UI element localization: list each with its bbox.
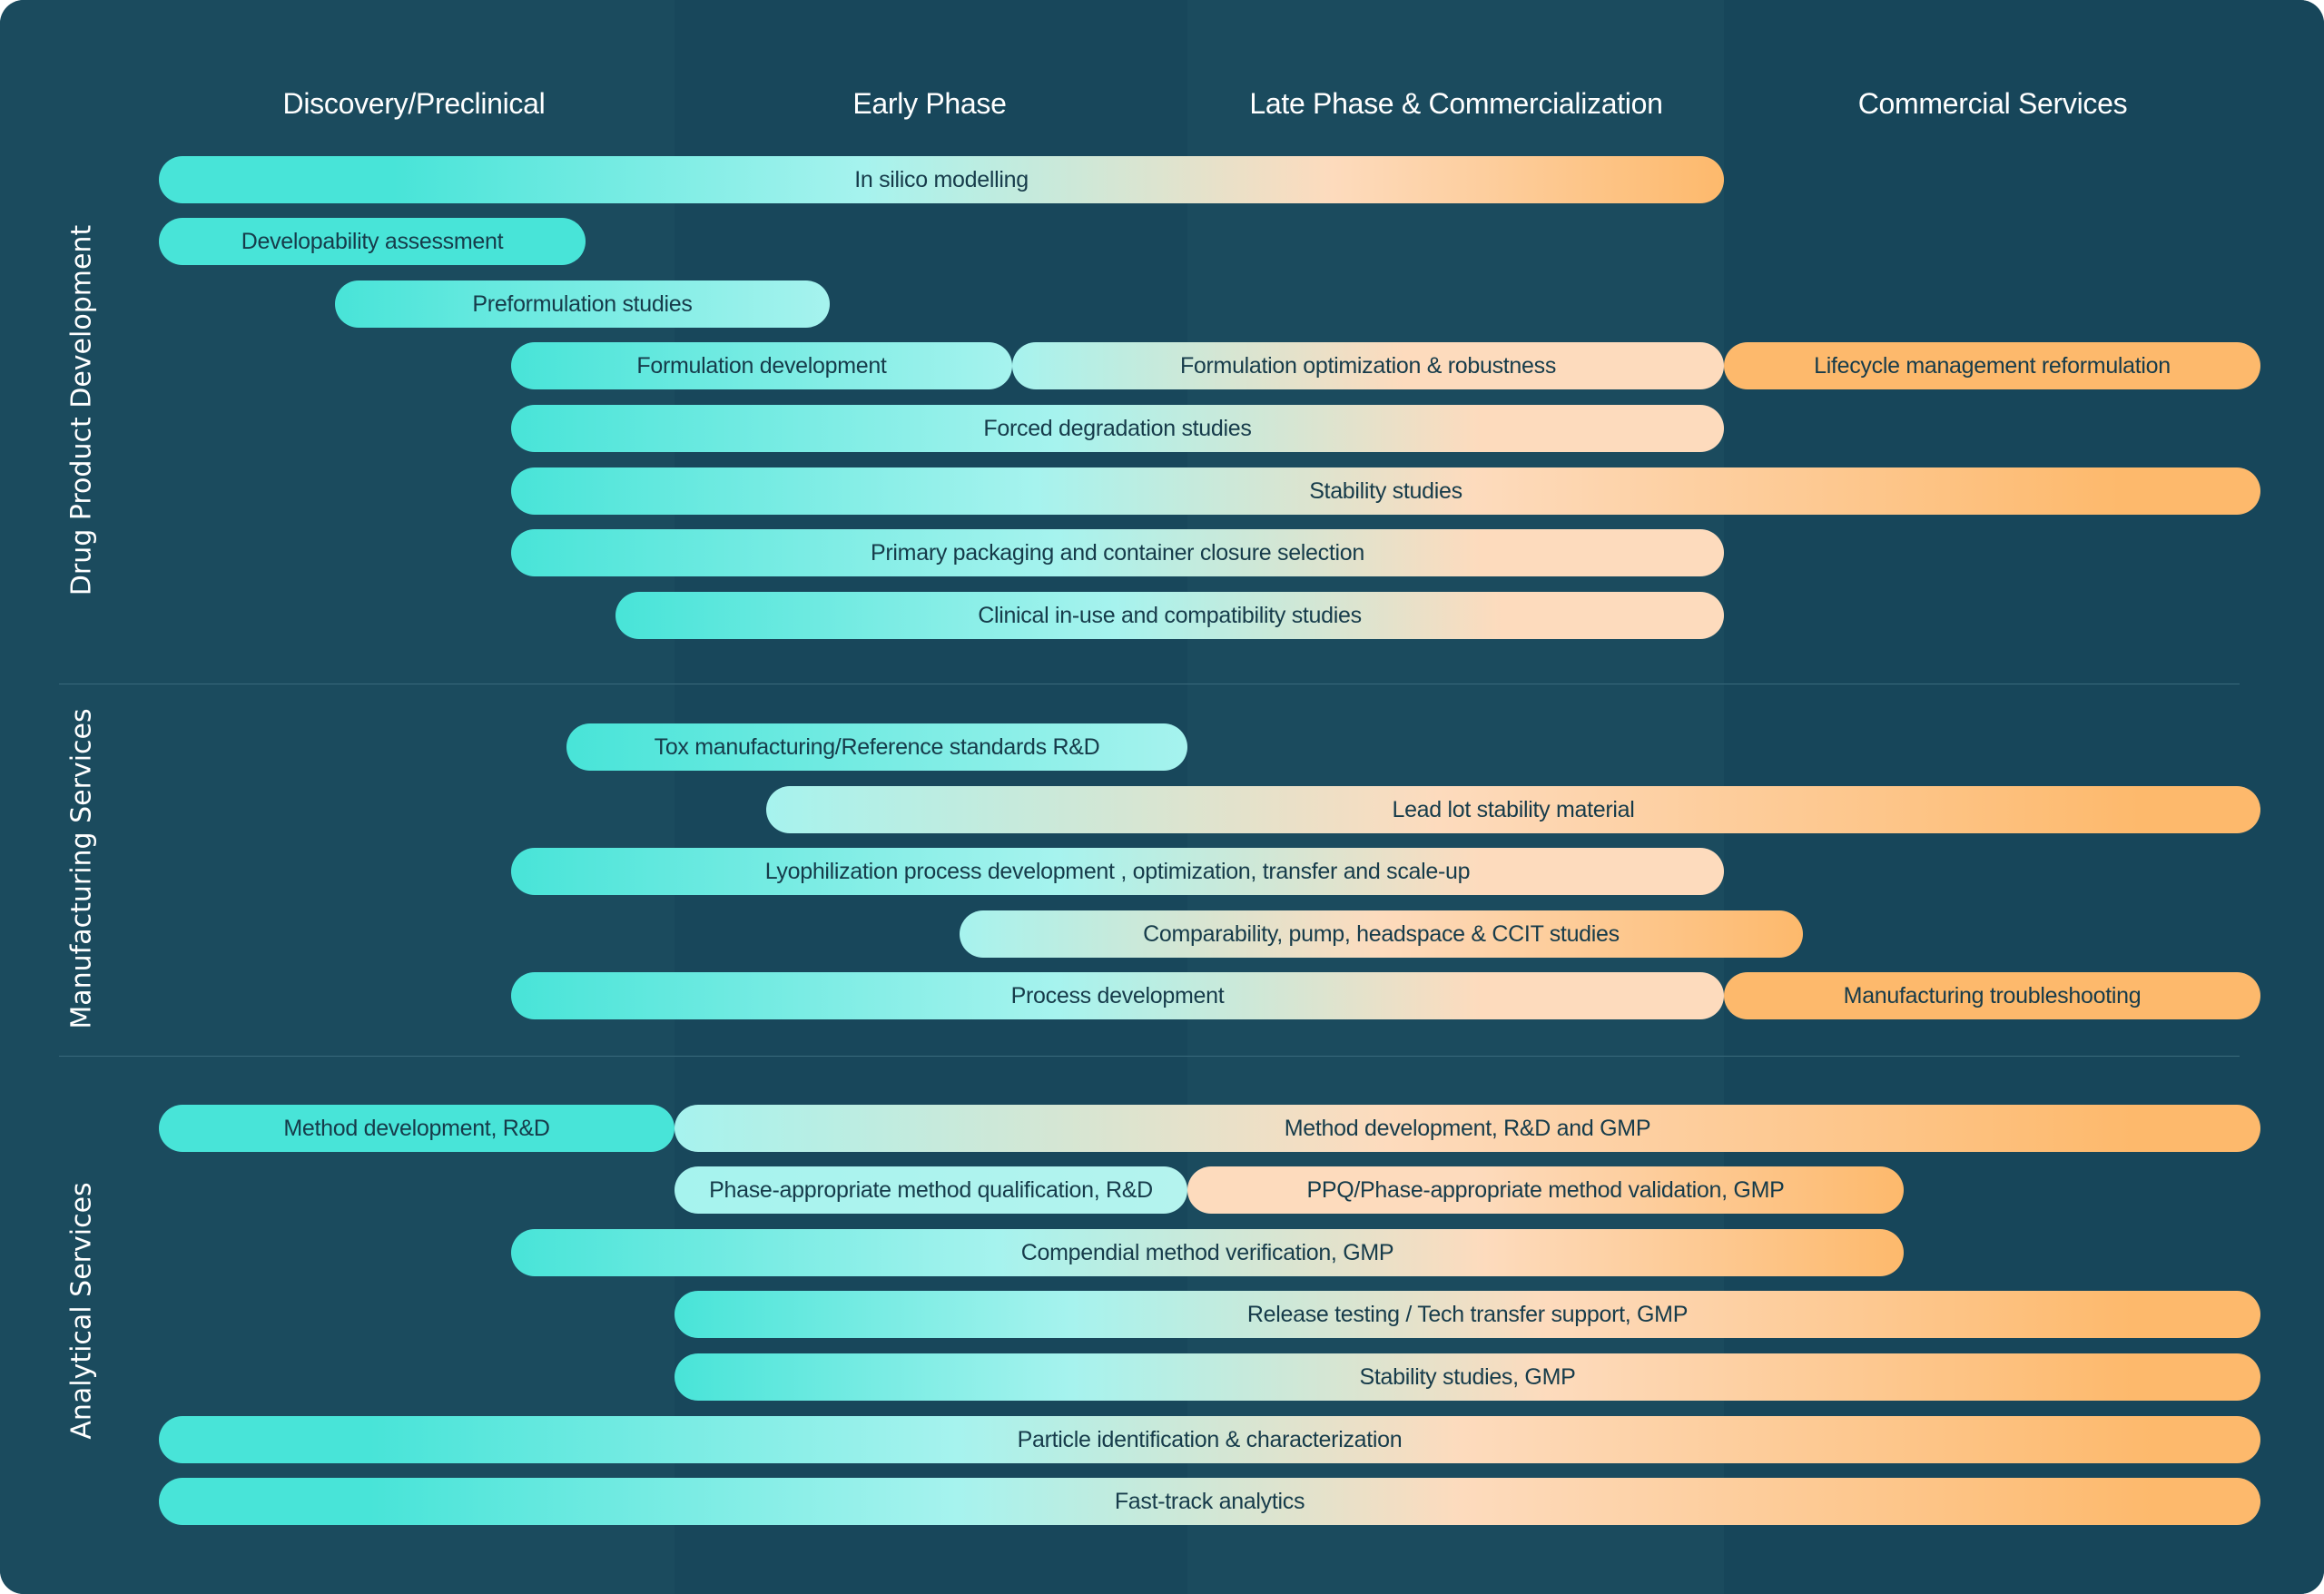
bar-label: Lifecycle management reformulation: [1814, 352, 2171, 379]
timeline-bar: Lyophilization process development , opt…: [511, 848, 1724, 895]
bar-label: Preformulation studies: [472, 290, 693, 317]
bar-label: Process development: [1010, 982, 1225, 1009]
bar-label: Developability assessment: [241, 228, 504, 254]
timeline-bar: Stability studies, GMP: [675, 1353, 2260, 1401]
timeline-bar: Tox manufacturing/Reference standards R&…: [566, 723, 1187, 771]
timeline-bar: Phase-appropriate method qualification, …: [675, 1166, 1187, 1214]
timeline-bar: In silico modelling: [159, 156, 1724, 203]
timeline-bar: Process development: [511, 972, 1724, 1019]
timeline-bar: Particle identification & characterizati…: [159, 1416, 2260, 1463]
bar-label: Compendial method verification, GMP: [1020, 1239, 1394, 1265]
bar-label: Stability studies: [1309, 477, 1462, 504]
timeline-bar: Method development, R&D: [159, 1105, 675, 1152]
bar-label: Particle identification & characterizati…: [1017, 1426, 1403, 1452]
phase-header-discovery: Discovery/Preclinical: [282, 87, 546, 120]
bar-label: Lead lot stability material: [1392, 796, 1635, 822]
timeline-bar: Formulation development: [511, 342, 1012, 389]
bar-label: Release testing / Tech transfer support,…: [1246, 1301, 1689, 1327]
bar-label: Formulation optimization & robustness: [1179, 352, 1557, 379]
timeline-bar: Lead lot stability material: [766, 786, 2260, 833]
phase-header-late: Late Phase & Commercialization: [1249, 87, 1663, 120]
bar-label: Phase-appropriate method qualification, …: [709, 1176, 1153, 1203]
timeline-bar: Formulation optimization & robustness: [1012, 342, 1724, 389]
bar-label: Tox manufacturing/Reference standards R&…: [654, 733, 1100, 760]
bar-label: Clinical in-use and compatibility studie…: [978, 602, 1362, 628]
timeline-bar: Comparability, pump, headspace & CCIT st…: [960, 910, 1803, 958]
timeline-bar: Primary packaging and container closure …: [511, 529, 1724, 576]
timeline-bar: Release testing / Tech transfer support,…: [675, 1291, 2260, 1338]
timeline-bar: Forced degradation studies: [511, 405, 1724, 452]
section-label-drug-product: Drug Product Development: [65, 224, 98, 596]
timeline-bar: Lifecycle management reformulation: [1724, 342, 2260, 389]
phase-header-commercial: Commercial Services: [1857, 87, 2128, 120]
timeline-bar: Stability studies: [511, 467, 2260, 515]
timeline-bar: Method development, R&D and GMP: [675, 1105, 2260, 1152]
phase-header-early: Early Phase: [852, 87, 1007, 120]
phase-band-discovery: [0, 0, 675, 1594]
section-label-manufacturing: Manufacturing Services: [65, 708, 98, 1029]
bar-label: Fast-track analytics: [1114, 1488, 1305, 1514]
bar-label: Comparability, pump, headspace & CCIT st…: [1143, 920, 1620, 947]
bar-label: Lyophilization process development , opt…: [764, 858, 1471, 884]
timeline-bar: Clinical in-use and compatibility studie…: [615, 592, 1724, 639]
bar-label: Method development, R&D: [283, 1115, 550, 1141]
bar-label: Forced degradation studies: [983, 415, 1252, 441]
timeline-bar: Fast-track analytics: [159, 1478, 2260, 1525]
bar-label: Method development, R&D and GMP: [1284, 1115, 1651, 1141]
bar-label: Manufacturing troubleshooting: [1843, 982, 2142, 1009]
timeline-bar: Compendial method verification, GMP: [511, 1229, 1904, 1276]
timeline-bar: Manufacturing troubleshooting: [1724, 972, 2260, 1019]
section-label-analytical: Analytical Services: [65, 1182, 98, 1440]
timeline-bar: Preformulation studies: [335, 280, 830, 328]
section-divider: [59, 1056, 2240, 1057]
timeline-bar: PPQ/Phase-appropriate method validation,…: [1187, 1166, 1904, 1214]
bar-label: PPQ/Phase-appropriate method validation,…: [1306, 1176, 1785, 1203]
bar-label: Stability studies, GMP: [1359, 1363, 1576, 1390]
bar-label: In silico modelling: [854, 166, 1029, 192]
bar-label: Formulation development: [636, 352, 887, 379]
bar-label: Primary packaging and container closure …: [871, 539, 1364, 566]
timeline-bar: Developability assessment: [159, 218, 586, 265]
